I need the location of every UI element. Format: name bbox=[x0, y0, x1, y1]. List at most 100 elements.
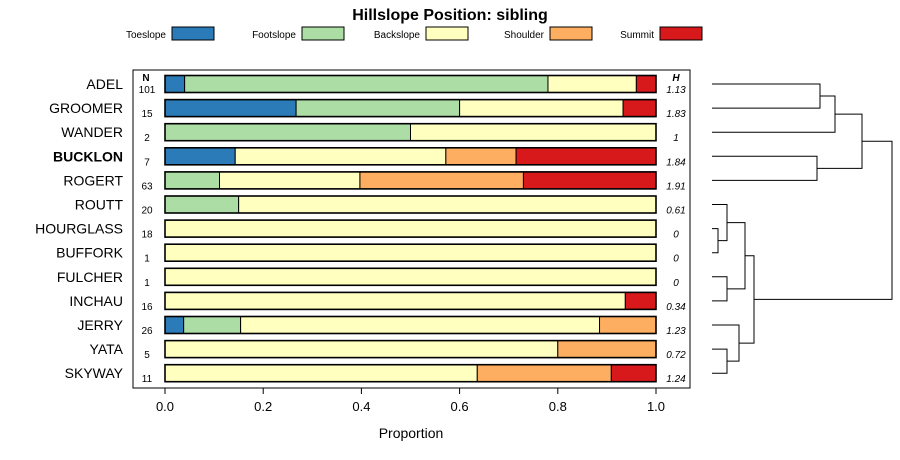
x-tick-label: 0.6 bbox=[451, 399, 469, 414]
bar-outline bbox=[164, 219, 657, 238]
bar-segment-shoulder bbox=[476, 364, 612, 383]
bar-segment-summit bbox=[515, 147, 657, 166]
bar-segment-footslope bbox=[295, 99, 461, 118]
row-n-value: 15 bbox=[141, 109, 153, 120]
legend-swatch-footslope bbox=[301, 26, 345, 41]
bar-segment-toeslope bbox=[164, 147, 236, 166]
row-h-value: 0 bbox=[673, 278, 679, 289]
bar-outline bbox=[164, 147, 657, 166]
bar-segment-summit bbox=[522, 171, 657, 190]
row-h-value: 1.91 bbox=[666, 181, 685, 192]
bar-outline bbox=[164, 291, 657, 311]
row-label: BUCKLON bbox=[53, 148, 123, 164]
x-tick-label: 0.8 bbox=[549, 399, 567, 414]
bar-outline bbox=[164, 363, 657, 383]
bar-segment-footslope bbox=[164, 195, 240, 214]
x-tick-label: 0.0 bbox=[156, 399, 174, 414]
n-column-header: N bbox=[142, 73, 149, 84]
row-bucklon: BUCKLON 7 1.84 bbox=[53, 147, 686, 168]
row-label: ADEL bbox=[86, 76, 123, 92]
legend-swatch-summit bbox=[659, 26, 703, 41]
row-hourglass: HOURGLASS 18 0 bbox=[35, 219, 679, 241]
row-fulcher: FULCHER 1 0 bbox=[57, 267, 679, 289]
bar-segment-shoulder bbox=[359, 171, 524, 190]
row-h-value: 1 bbox=[673, 133, 679, 144]
row-n-value: 20 bbox=[141, 206, 153, 217]
bar-outline bbox=[164, 122, 657, 142]
legend-label-summit: Summit bbox=[620, 30, 654, 41]
legend-swatch-shoulder bbox=[549, 26, 593, 41]
legend-label-footslope: Footslope bbox=[252, 30, 296, 41]
dendrogram-branch bbox=[712, 324, 740, 362]
bar-outline bbox=[164, 339, 657, 359]
row-label: ROGERT bbox=[63, 172, 123, 188]
row-label: BUFFORK bbox=[56, 245, 124, 261]
dendrogram-branch bbox=[817, 113, 863, 169]
bar-segment-backslope bbox=[164, 291, 626, 310]
bar-segment-footslope bbox=[164, 123, 411, 142]
chart-title: Hillslope Position: sibling bbox=[352, 7, 548, 24]
dendrogram-branch bbox=[712, 83, 821, 109]
bar-segment-backslope bbox=[410, 123, 657, 142]
row-n-value: 63 bbox=[141, 181, 153, 192]
dendrogram bbox=[712, 83, 893, 374]
legend: Toeslope Footslope Backslope Shoulder Summit bbox=[126, 26, 703, 41]
bar-segment-backslope bbox=[164, 340, 559, 359]
bar-segment-backslope bbox=[164, 243, 657, 262]
row-h-value: 1.84 bbox=[666, 157, 686, 168]
row-label: ROUTT bbox=[75, 197, 124, 213]
bar-outline bbox=[164, 267, 657, 287]
bar-segment-footslope bbox=[164, 171, 221, 190]
row-n-value: 1 bbox=[144, 278, 150, 289]
row-n-value: 11 bbox=[142, 374, 153, 385]
row-rogert: ROGERT 63 1.91 bbox=[63, 171, 686, 192]
row-wander: WANDER 2 1 bbox=[61, 122, 679, 144]
row-n-value: 18 bbox=[141, 230, 153, 241]
row-h-value: 1.24 bbox=[666, 374, 686, 385]
legend-label-shoulder: Shoulder bbox=[504, 30, 545, 41]
h-column-header: H bbox=[672, 73, 680, 84]
row-h-value: 1.83 bbox=[666, 109, 686, 120]
row-buffork: BUFFORK 1 0 bbox=[56, 243, 679, 265]
row-jerry: JERRY 26 1.23 bbox=[77, 315, 686, 337]
bar-segment-shoulder bbox=[445, 147, 517, 166]
bar-segment-backslope bbox=[240, 316, 601, 334]
row-h-value: 0 bbox=[673, 254, 679, 265]
row-groomer: GROOMER 15 1.83 bbox=[49, 98, 686, 120]
legend-label-toeslope: Toeslope bbox=[126, 30, 166, 41]
row-label: HOURGLASS bbox=[35, 221, 123, 237]
bar-segment-toeslope bbox=[164, 75, 186, 93]
dendrogram-branch bbox=[712, 348, 728, 374]
bar-segment-backslope bbox=[164, 267, 657, 286]
row-label: WANDER bbox=[61, 124, 123, 140]
row-n-value: 26 bbox=[141, 326, 153, 337]
row-routt: ROUTT 20 0.61 bbox=[75, 195, 686, 217]
legend-swatch-backslope bbox=[425, 26, 469, 41]
dendrogram-branch bbox=[712, 276, 728, 302]
row-label: YATA bbox=[90, 341, 124, 357]
x-axis-label: Proportion bbox=[379, 425, 444, 441]
legend-swatch-toeslope bbox=[171, 26, 215, 41]
bar-segment-shoulder bbox=[557, 340, 657, 359]
bar-segment-footslope bbox=[183, 316, 242, 334]
plot-panel bbox=[132, 69, 691, 389]
row-n-value: 101 bbox=[139, 85, 156, 96]
bar-outline bbox=[164, 195, 657, 214]
bar-segment-backslope bbox=[219, 171, 361, 190]
x-axis: 0.0 0.2 0.4 0.6 0.8 1.0 bbox=[156, 388, 665, 414]
bar-segment-summit bbox=[635, 75, 657, 93]
bar-segment-toeslope bbox=[164, 316, 185, 334]
legend-label-backslope: Backslope bbox=[374, 30, 421, 41]
bar-segment-summit bbox=[622, 99, 657, 118]
row-label: GROOMER bbox=[49, 100, 123, 116]
x-tick-label: 0.4 bbox=[352, 399, 370, 414]
row-h-value: 1.13 bbox=[666, 85, 686, 96]
bar-outline bbox=[164, 243, 657, 262]
row-label: JERRY bbox=[77, 317, 123, 333]
row-skyway: SKYWAY 11 1.24 bbox=[65, 363, 686, 385]
bar-outline bbox=[164, 315, 657, 335]
bar-segment-backslope bbox=[234, 147, 447, 166]
bar-segment-summit bbox=[624, 291, 657, 310]
